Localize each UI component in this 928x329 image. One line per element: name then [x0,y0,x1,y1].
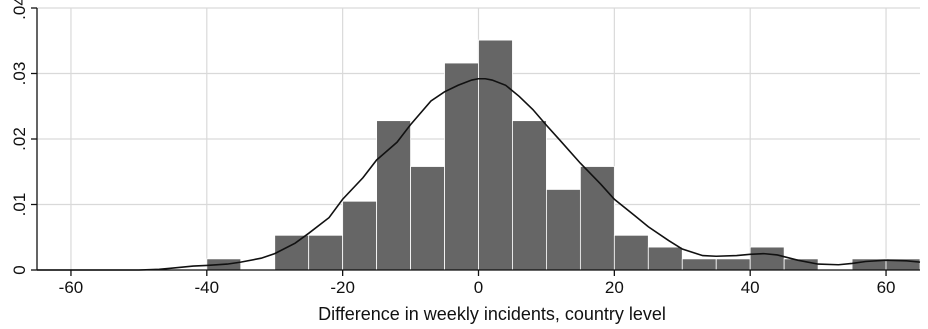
density-curve [37,77,921,271]
axes [31,7,920,276]
grid [37,7,920,271]
histogram-bar [613,234,649,271]
histogram-bar [342,200,378,271]
x-tick-label: 40 [741,278,760,297]
x-axis-title: Difference in weekly incidents, country … [318,304,666,324]
x-tick-label: -60 [59,278,84,297]
x-tick-label: -20 [330,278,355,297]
histogram-bar [647,246,683,271]
histogram-bar [376,120,411,271]
histogram-bar [478,39,513,271]
histogram-bar [274,234,310,271]
y-tick-label: .04 [10,0,29,20]
x-tick-label: 0 [474,278,483,297]
x-tick-label: -40 [195,278,220,297]
histogram-bar [715,258,751,271]
histogram-bar [546,189,581,271]
x-tick-label: 60 [877,278,896,297]
histogram-bar [749,246,785,271]
histogram-bar [444,62,479,271]
x-tick-label: 20 [605,278,624,297]
bars [206,39,921,271]
histogram-bar [410,166,445,271]
histogram-bar [512,120,547,271]
y-tick-label: .02 [10,127,29,151]
histogram-bar [681,258,717,271]
density-line-group [37,77,921,271]
histogram-bar [579,166,615,271]
histogram-bar [308,234,344,271]
y-tick-label: 0 [10,265,29,274]
y-tick-label: .03 [10,62,29,86]
y-tick-label: .01 [10,193,29,217]
tick-labels: -60 -40 -20 0 20 40 60 0 .01 .02 .03 .04 [10,0,895,297]
